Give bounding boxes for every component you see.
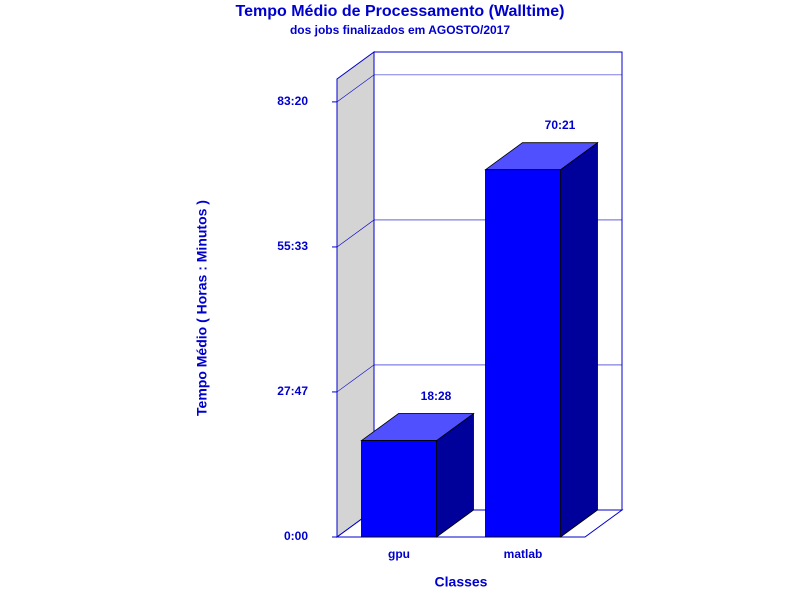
y-tick-label: 0:00 [284,529,308,543]
y-tick-label: 27:47 [277,384,308,398]
bar [361,440,437,538]
grid-line [336,74,622,103]
bar-side [560,141,598,538]
bar [485,169,561,538]
x-tick-label: matlab [504,547,543,561]
chart-title: Tempo Médio de Processamento (Walltime) [236,3,565,20]
x-axis-label: Classes [435,574,488,590]
chart-subtitle: dos jobs finalizados em AGOSTO/2017 [290,23,510,37]
value-label: 18:28 [421,389,452,403]
y-tick-label: 83:20 [277,94,308,108]
y-axis-label: Tempo Médio ( Horas : Minutos ) [194,200,210,416]
y-tick-label: 55:33 [277,239,308,253]
x-tick-label: gpu [388,547,410,561]
value-label: 70:21 [545,118,576,132]
